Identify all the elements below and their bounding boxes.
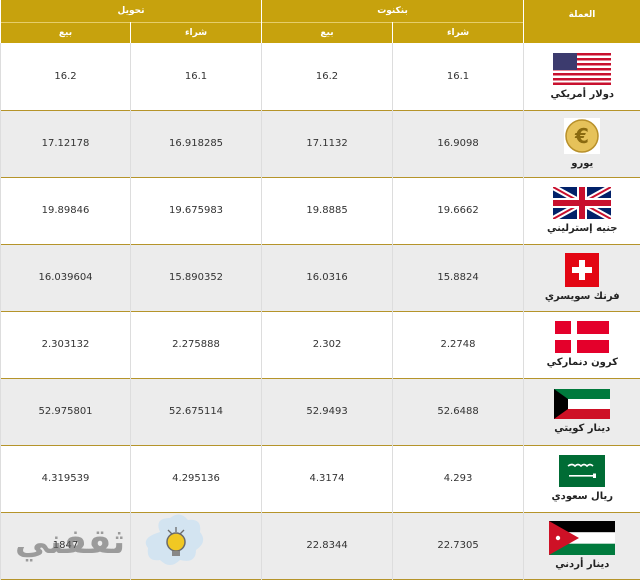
table-row: جنيه إسترليني 19.6662 19.8885 19.675983 …	[0, 177, 640, 244]
currency-cell: فرنك سويسري	[523, 244, 640, 311]
currency-cell: دولار أمريكي	[523, 43, 640, 110]
currency-cell: كرون دنماركي	[523, 311, 640, 378]
banknote-buy-cell: 19.6662	[392, 177, 524, 244]
table-row: دولار أمريكي 16.1 16.2 16.1 16.2	[0, 43, 640, 110]
table-row: دينار أردني 22.7305 22.8344 1847	[0, 512, 640, 579]
currency-name: يورو	[571, 158, 594, 169]
banknote-buy-cell: 4.293	[392, 445, 524, 512]
banknote-buy-cell: 16.1	[392, 43, 524, 110]
banknote-buy-cell: 22.7305	[392, 512, 524, 579]
transfer-sell-cell: 19.89846	[0, 177, 131, 244]
banknote-sell-cell: 17.1132	[261, 110, 393, 177]
transfer-sell-header: بيع	[0, 22, 132, 43]
transfer-group-header: تحويل	[0, 0, 263, 23]
transfer-buy-cell: 19.675983	[130, 177, 262, 244]
currency-name: دينار كويتي	[554, 423, 611, 434]
jordan-flag-icon	[549, 521, 616, 555]
transfer-buy-header: شراء	[130, 22, 263, 43]
banknote-sell-cell: 2.302	[261, 311, 393, 378]
transfer-buy-cell: 4.295136	[130, 445, 262, 512]
table-row: دينار كويتي 52.6488 52.9493 52.675114 52…	[0, 378, 640, 445]
currency-cell: € يورو	[523, 110, 640, 177]
banknote-buy-cell: 2.2748	[392, 311, 524, 378]
transfer-sell-cell: 1847	[0, 512, 131, 579]
transfer-buy-cell: 52.675114	[130, 378, 262, 445]
banknote-sell-cell: 4.3174	[261, 445, 393, 512]
transfer-sell-cell: 4.319539	[0, 445, 131, 512]
transfer-sell-cell: 17.12178	[0, 110, 131, 177]
saudi-flag-icon	[559, 455, 606, 487]
currency-cell: دينار أردني	[523, 512, 640, 579]
us-flag-icon	[553, 52, 612, 85]
transfer-buy-cell: 16.918285	[130, 110, 262, 177]
watermark-logo	[145, 514, 204, 565]
table-row: كرون دنماركي 2.2748 2.302 2.275888 2.303…	[0, 311, 640, 378]
uk-flag-icon	[553, 187, 612, 219]
currency-name: جنيه إسترليني	[547, 223, 618, 234]
table-row: فرنك سويسري 15.8824 16.0316 15.890352 16…	[0, 244, 640, 311]
currency-name: ريال سعودي	[551, 491, 613, 502]
lightbulb-icon	[145, 514, 204, 565]
table-row: € يورو 16.9098 17.1132 16.918285 17.1217…	[0, 110, 640, 177]
banknote-sell-cell: 52.9493	[261, 378, 393, 445]
transfer-buy-cell: 16.1	[130, 43, 262, 110]
transfer-sell-cell: 2.303132	[0, 311, 131, 378]
banknote-group-header: بنكنوت	[261, 0, 525, 23]
currency-name: فرنك سويسري	[544, 291, 620, 302]
currency-name: كرون دنماركي	[546, 357, 618, 368]
currency-cell: ريال سعودي	[523, 445, 640, 512]
transfer-buy-cell: 15.890352	[130, 244, 262, 311]
transfer-buy-cell: 2.275888	[130, 311, 262, 378]
danish-flag-icon	[555, 321, 610, 353]
banknote-buy-cell: 15.8824	[392, 244, 524, 311]
banknote-sell-cell: 16.0316	[261, 244, 393, 311]
table-row: ريال سعودي 4.293 4.3174 4.295136 4.31953…	[0, 445, 640, 512]
currency-column-header: العملة	[523, 0, 640, 43]
transfer-sell-cell: 16.2	[0, 43, 131, 110]
euro-coin-icon: €	[564, 118, 601, 154]
banknote-sell-cell: 16.2	[261, 43, 393, 110]
banknote-sell-header: بيع	[261, 22, 394, 43]
watermark-text: ثقفني	[15, 522, 125, 562]
transfer-sell-cell: 52.975801	[0, 378, 131, 445]
banknote-sell-cell: 19.8885	[261, 177, 393, 244]
transfer-sell-cell: 16.039604	[0, 244, 131, 311]
currency-name: دولار أمريكي	[550, 88, 615, 100]
banknote-buy-header: شراء	[392, 22, 525, 43]
currency-cell: جنيه إسترليني	[523, 177, 640, 244]
swiss-flag-icon	[565, 253, 600, 287]
banknote-buy-cell: 16.9098	[392, 110, 524, 177]
banknote-sell-cell: 22.8344	[261, 512, 393, 579]
svg-text:€: €	[574, 124, 589, 148]
banknote-buy-cell: 52.6488	[392, 378, 524, 445]
currency-cell: دينار كويتي	[523, 378, 640, 445]
currency-name: دينار أردني	[555, 559, 610, 570]
kuwait-flag-icon	[554, 389, 611, 419]
